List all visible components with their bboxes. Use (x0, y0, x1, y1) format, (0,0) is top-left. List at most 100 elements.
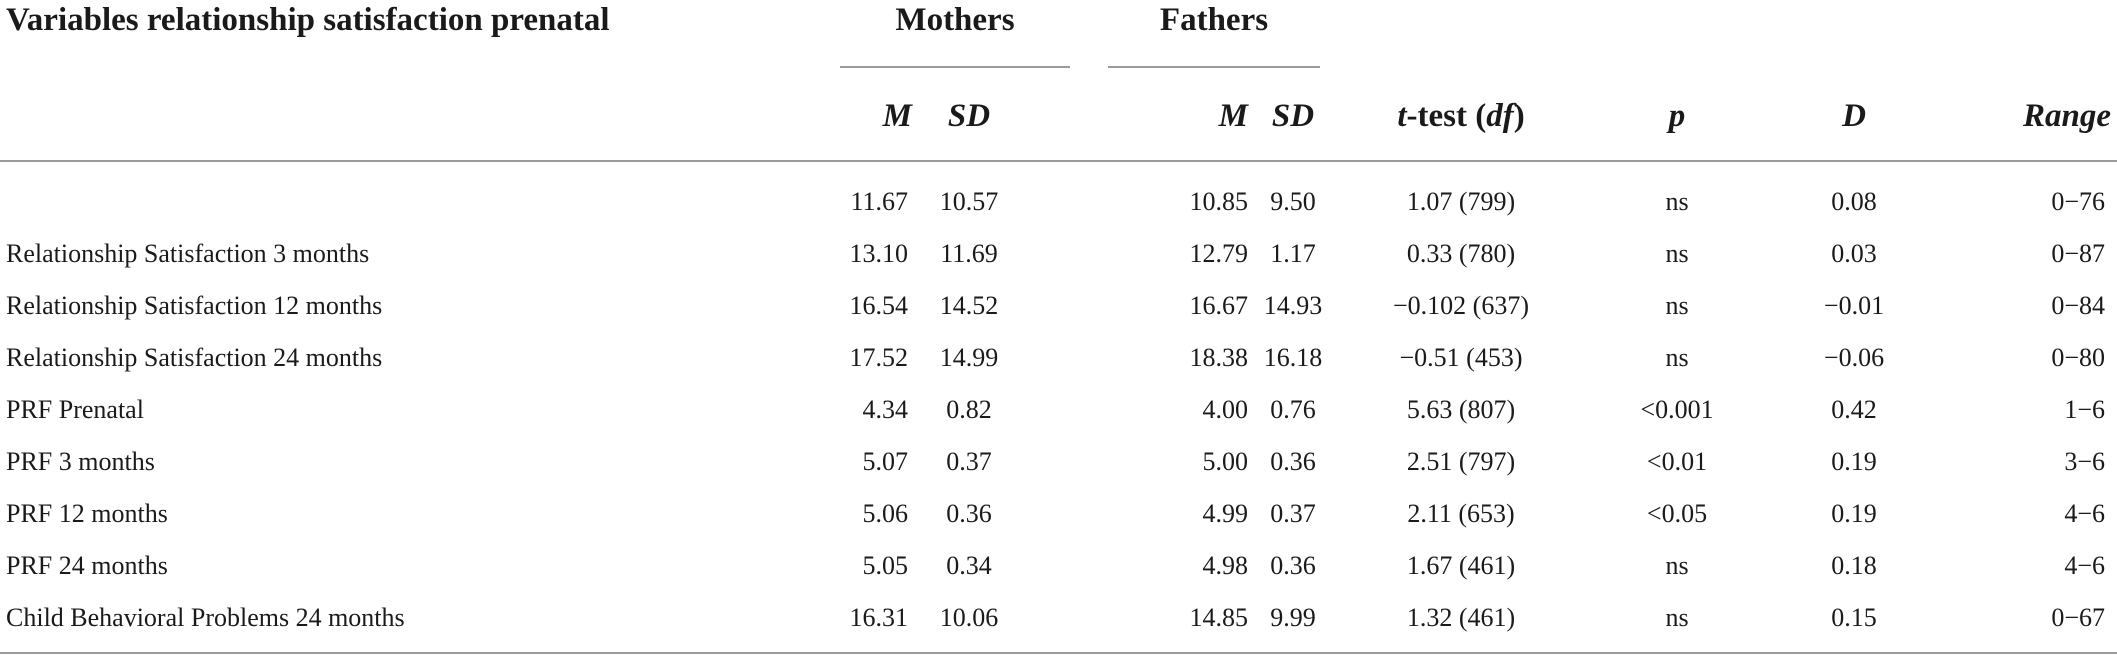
cell-m-fathers: 14.85 (1020, 592, 1248, 654)
row-label: Relationship Satisfaction 3 months (6, 239, 370, 268)
cell-p: <0.001 (1640, 395, 1714, 424)
cell-m-fathers: 12.79 (1189, 239, 1249, 268)
cell-p: ns (1665, 291, 1689, 320)
cell-range: 3−6 (2064, 447, 2105, 476)
cell-p: <0.01 (1646, 447, 1708, 476)
cell-range: 4−6 (2064, 551, 2105, 580)
cell-sd-mothers: 11.69 (940, 239, 998, 268)
cell-d: −0.01 (1823, 291, 1885, 320)
table-row: 11.67 10.57 10.85 9.50 1.07 (799) ns 0.0… (0, 161, 2117, 228)
col-d: D (1770, 72, 1938, 162)
cell-d: 0.19 (1831, 499, 1877, 528)
cell-p: <0.05 (1646, 499, 1708, 528)
table-row: Child Behavioral Problems 24 months 16.3… (0, 592, 2117, 654)
results-table: Variables relationship satisfaction pren… (0, 0, 2117, 654)
cell-d: 0.15 (1770, 592, 1938, 654)
cell-sd-mothers: 14.99 (939, 343, 999, 372)
col-ttest-end: ) (1513, 97, 1525, 134)
cell-sd-mothers: 0.82 (946, 395, 992, 424)
col-range: Range (1938, 72, 2117, 162)
cell-sd-mothers: 0.36 (946, 499, 992, 528)
table-body: 11.67 10.57 10.85 9.50 1.07 (799) ns 0.0… (0, 161, 2117, 654)
cell-range: 1−6 (2064, 395, 2105, 424)
cell-ttest: 2.51 (797) (1406, 447, 1516, 476)
col-ttest-df: df (1486, 97, 1514, 134)
header-row-groups: Variables relationship satisfaction pren… (0, 0, 2117, 72)
cell-d: 0.08 (1831, 187, 1877, 216)
header-blank (0, 72, 690, 162)
header-row-columns: M SD M SD t-test (df) p D Range (0, 72, 2117, 162)
cell-m-fathers: 18.38 (1189, 343, 1249, 372)
mothers-underline (840, 66, 1070, 68)
row-label: Relationship Satisfaction 12 months (6, 291, 383, 320)
table-row: PRF 24 months 5.05 0.34 4.98 0.36 1.67 (… (0, 540, 2117, 592)
row-label: PRF Prenatal (6, 395, 144, 424)
table-row: PRF Prenatal 4.34 0.82 4.00 0.76 5.63 (8… (0, 384, 2117, 436)
cell-ttest: 2.11 (653) (1407, 499, 1515, 528)
cell-ttest: 0.33 (780) (1406, 239, 1516, 268)
table-row: Relationship Satisfaction 12 months 16.5… (0, 280, 2117, 332)
title-header: Variables relationship satisfaction pren… (6, 2, 610, 38)
cell-p: ns (1584, 592, 1770, 654)
cell-ttest: 1.67 (461) (1406, 551, 1516, 580)
col-sd-fathers: SD (1248, 72, 1338, 162)
cell-sd-mothers: 14.52 (939, 291, 999, 320)
table-row: Relationship Satisfaction 24 months 17.5… (0, 332, 2117, 384)
cell-range: 0−87 (2051, 239, 2105, 268)
cell-range: 4−6 (2064, 499, 2105, 528)
cell-m-mothers: 13.10 (849, 239, 909, 268)
col-m-fathers: M (1020, 72, 1248, 162)
cell-ttest: 1.32 (461) (1338, 592, 1584, 654)
cell-m-mothers: 16.54 (849, 291, 909, 320)
group-mothers-cell: Mothers (690, 0, 1070, 72)
col-p: p (1584, 72, 1770, 162)
cell-d: 0.42 (1831, 395, 1877, 424)
cell-p: ns (1665, 343, 1689, 372)
spacer-3 (1338, 0, 1584, 72)
row-label: PRF 3 months (6, 447, 155, 476)
cell-p: ns (1665, 239, 1689, 268)
cell-sd-fathers: 0.76 (1270, 395, 1316, 424)
fathers-underline (1108, 66, 1320, 68)
row-label: Child Behavioral Problems 24 months (0, 592, 690, 654)
cell-m-fathers: 10.85 (1189, 187, 1249, 216)
cell-sd-fathers: 9.50 (1270, 187, 1316, 216)
table-row: Relationship Satisfaction 3 months 13.10… (0, 228, 2117, 280)
col-m-mothers: M (690, 72, 918, 162)
cell-d: 0.03 (1831, 239, 1877, 268)
row-label: PRF 12 months (6, 499, 168, 528)
cell-p: ns (1665, 187, 1689, 216)
row-label: Relationship Satisfaction 24 months (6, 343, 383, 372)
cell-m-fathers: 5.00 (1202, 447, 1249, 476)
cell-sd-mothers: 10.06 (918, 592, 1020, 654)
cell-sd-mothers: 0.37 (946, 447, 992, 476)
cell-m-mothers: 5.07 (862, 447, 909, 476)
cell-m-mothers: 17.52 (849, 343, 909, 372)
cell-range: 0−84 (2051, 291, 2105, 320)
cell-m-fathers: 16.67 (1189, 291, 1249, 320)
cell-m-mothers: 5.06 (862, 499, 909, 528)
cell-range: 0−76 (2051, 187, 2105, 216)
cell-sd-fathers: 1.17 (1270, 239, 1316, 268)
table-row: PRF 12 months 5.06 0.36 4.99 0.37 2.11 (… (0, 488, 2117, 540)
cell-m-mothers: 16.31 (690, 592, 918, 654)
cell-m-fathers: 4.99 (1202, 499, 1249, 528)
spacer-5 (1770, 0, 1938, 72)
spacer-6 (1938, 0, 2117, 72)
row-label (0, 161, 690, 228)
cell-range: 0−80 (2051, 343, 2105, 372)
cell-sd-fathers: 16.18 (1263, 343, 1323, 372)
group-mothers: Mothers (895, 2, 1015, 38)
cell-sd-fathers: 0.36 (1270, 447, 1316, 476)
col-ttest-t: t (1397, 97, 1407, 134)
row-label: PRF 24 months (6, 551, 168, 580)
col-ttest-mid: -test ( (1406, 97, 1487, 134)
col-ttest: t-test (df) (1338, 72, 1584, 162)
cell-d: 0.19 (1831, 447, 1877, 476)
cell-m-fathers: 4.00 (1202, 395, 1249, 424)
cell-sd-fathers: 9.99 (1248, 592, 1338, 654)
cell-m-mothers: 11.67 (850, 187, 908, 216)
cell-sd-mothers: 10.57 (939, 187, 999, 216)
spacer-4 (1584, 0, 1770, 72)
